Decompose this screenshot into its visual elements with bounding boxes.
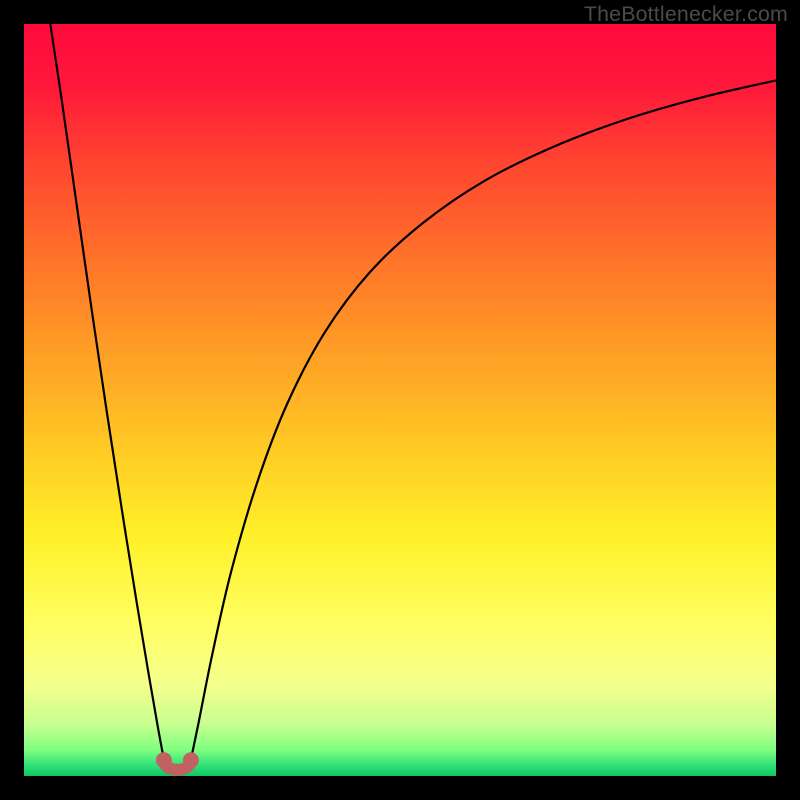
figure-root: TheBottlenecker.com (0, 0, 800, 800)
minimum-marker-dot-right (183, 752, 199, 768)
minimum-marker-dot-left (156, 752, 172, 768)
watermark-text: TheBottlenecker.com (584, 2, 788, 27)
curve-left-branch (50, 24, 164, 759)
plot-area (24, 24, 776, 776)
bottleneck-curve (24, 24, 776, 776)
curve-right-branch (191, 80, 776, 759)
